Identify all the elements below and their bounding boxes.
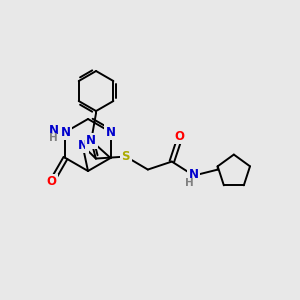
Text: H: H bbox=[49, 133, 58, 143]
Text: N: N bbox=[61, 125, 70, 139]
Text: N: N bbox=[189, 168, 199, 181]
Text: N: N bbox=[106, 125, 116, 139]
Text: S: S bbox=[122, 150, 130, 163]
Text: O: O bbox=[46, 175, 56, 188]
Text: O: O bbox=[175, 130, 185, 143]
Text: N: N bbox=[86, 134, 96, 147]
Text: N: N bbox=[78, 139, 88, 152]
Text: N: N bbox=[49, 124, 58, 136]
Text: H: H bbox=[185, 178, 194, 188]
